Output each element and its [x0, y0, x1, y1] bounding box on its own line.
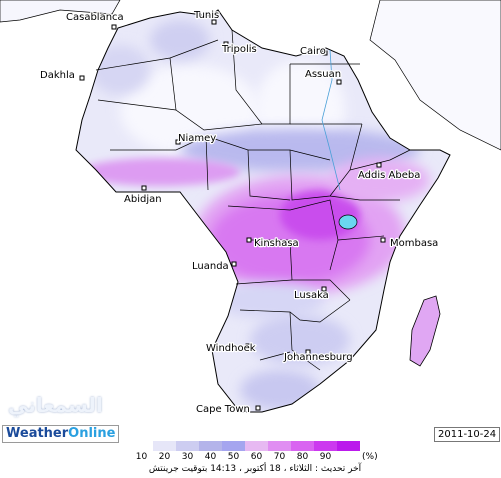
city-marker-abidjan [141, 185, 147, 191]
city-label-kinshasa: Kinshasa [254, 238, 299, 249]
legend-scale [130, 441, 360, 451]
logo-part-weather: Weather [6, 426, 69, 441]
legend-swatch-60 [245, 441, 268, 451]
map-date: 2011-10-24 [434, 427, 501, 442]
city-label-niamey: Niamey [178, 133, 216, 144]
legend-label: 30 [181, 452, 194, 462]
city-marker-dakhla [79, 75, 85, 81]
city-marker-niamey [175, 139, 181, 145]
city-marker-addis-abeba [376, 162, 382, 168]
legend-label: 80 [296, 452, 309, 462]
logo-part-online: Online [68, 426, 116, 441]
city-marker-assuan [336, 79, 342, 85]
city-marker-lusaka [321, 286, 327, 292]
city-label-mombasa: Mombasa [390, 238, 438, 249]
last-update-text: آخر تحديث : الثلاثاء ، 18 أكتوبر ، 14:13… [148, 464, 362, 474]
city-label-abidjan: Abidjan [124, 194, 162, 205]
city-marker-windhoek [245, 343, 251, 349]
legend-label: 90 [319, 452, 332, 462]
city-marker-tripolis [223, 41, 229, 47]
city-label-cairo: Cairo [300, 46, 326, 57]
madagascar [409, 295, 441, 367]
city-label-assuan: Assuan [305, 69, 341, 80]
city-markers [79, 19, 386, 411]
legend-label: 10 [135, 452, 148, 462]
city-label-windhoek: Windhoek [206, 343, 256, 354]
city-marker-mombasa [380, 237, 386, 243]
city-label-johannesburg: Johannesburg [283, 352, 353, 363]
legend-swatch-90 [314, 441, 337, 451]
legend-swatch-70 [268, 441, 291, 451]
legend-unit: (%) [362, 452, 378, 462]
legend-swatch-50 [222, 441, 245, 451]
arabic-watermark: السمعاني [8, 393, 103, 417]
legend-swatch-40 [199, 441, 222, 451]
africa-map-svg: Casablanca Tunis Tripolis Cairo Assuan D… [0, 0, 501, 415]
city-label-luanda: Luanda [192, 261, 229, 272]
city-marker-luanda [231, 261, 237, 267]
legend-swatch-30 [176, 441, 199, 451]
weatheronline-logo: WeatherOnline [2, 425, 120, 443]
city-marker-cairo [322, 50, 328, 56]
lake-victoria [338, 214, 358, 230]
city-marker-tunis [211, 19, 217, 25]
city-label-lusaka: Lusaka [294, 290, 329, 301]
legend-label: 70 [273, 452, 286, 462]
legend-label: 20 [158, 452, 171, 462]
africa-map: Casablanca Tunis Tripolis Cairo Assuan D… [0, 0, 501, 415]
city-label-dakhla: Dakhla [40, 70, 75, 81]
city-marker-cape-town [255, 405, 261, 411]
legend-swatch-max [337, 441, 360, 451]
city-label-tripolis: Tripolis [221, 44, 257, 55]
europe-land [0, 0, 121, 23]
country-borders [95, 29, 411, 371]
legend-label: 60 [250, 452, 263, 462]
arabia-land [369, 0, 501, 151]
legend-swatch-20 [153, 441, 176, 451]
city-label-addis-abeba: Addis Abeba [358, 170, 420, 181]
legend-swatch-80 [291, 441, 314, 451]
city-label-casablanca: Casablanca [66, 12, 124, 23]
legend-swatch-10 [130, 441, 153, 451]
city-marker-kinshasa [246, 237, 252, 243]
city-marker-johannesburg [305, 349, 311, 355]
city-label-tunis: Tunis [193, 10, 219, 21]
city-marker-casablanca [111, 24, 117, 30]
legend-label: 40 [204, 452, 217, 462]
city-label-cape-town: Cape Town [196, 404, 250, 415]
nile-river [321, 49, 341, 191]
legend-label: 50 [227, 452, 240, 462]
